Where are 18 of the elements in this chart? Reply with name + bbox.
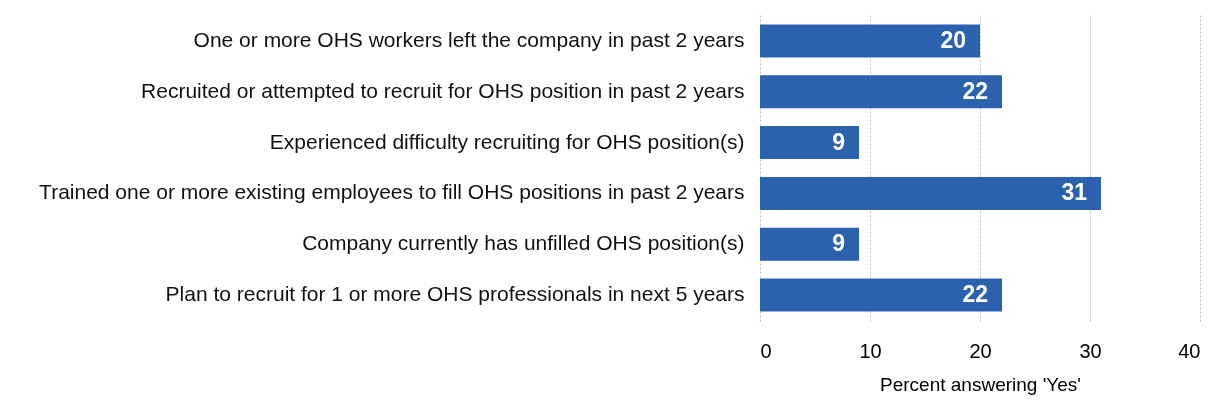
data-label: 9	[832, 128, 845, 155]
x-tick-label: 10	[859, 339, 882, 362]
data-label: 9	[832, 230, 845, 257]
data-label: 22	[962, 280, 988, 307]
y-tick-label: Plan to recruit for 1 or more OHS professionals in next 5 years	[165, 281, 745, 305]
y-tick-label: Recruited or attempted to recruit for OHS position in past 2 years	[141, 78, 745, 102]
y-tick-label: Trained one or more existing employees to fill OHS positions in past 2 years	[39, 180, 745, 204]
x-axis-title: Percent answering 'Yes'	[880, 373, 1081, 395]
y-tick-label: One or more OHS workers left the company in past 2 years	[193, 28, 745, 52]
x-tick-label: 30	[1079, 339, 1102, 362]
data-label: 20	[940, 27, 966, 54]
data-label: 22	[962, 77, 988, 104]
x-tick-label: 40	[1178, 339, 1201, 362]
x-tick-label: 20	[969, 339, 992, 362]
data-label: 31	[1061, 179, 1088, 206]
y-tick-label: Company currently has unfilled OHS position(s)	[302, 231, 745, 255]
x-tick-label: 0	[760, 339, 772, 362]
y-tick-label: Experienced difficulty recruiting for OHS position(s)	[269, 129, 745, 153]
